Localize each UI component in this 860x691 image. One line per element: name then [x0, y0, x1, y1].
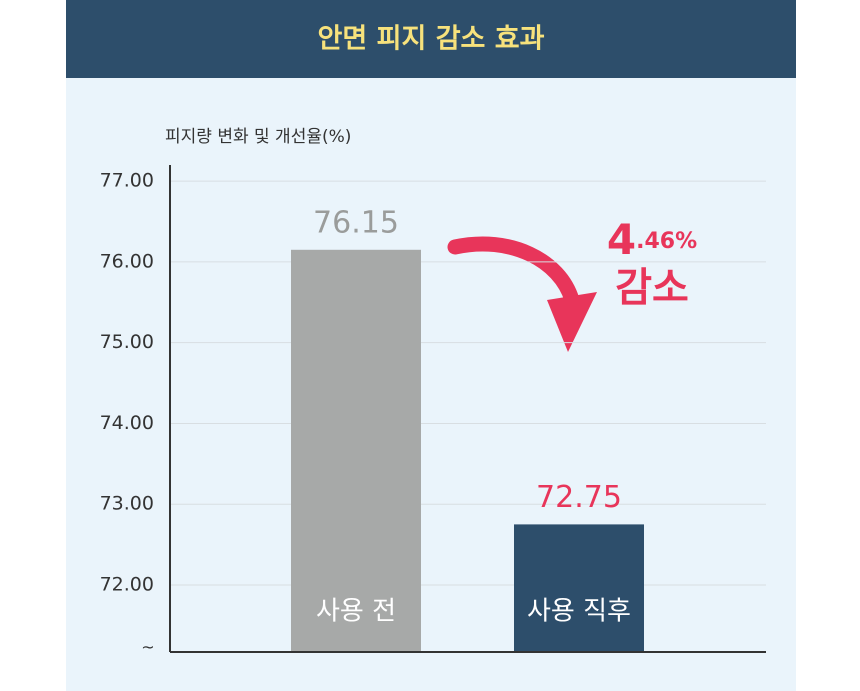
x-tick-label: 사용 전: [316, 597, 396, 627]
chart-title: 안면 피지 감소 효과: [318, 24, 545, 55]
value-label: 72.75: [536, 480, 622, 515]
panel: [66, 0, 796, 691]
y-axis-label: 피지량 변화 및 개선율(%): [165, 127, 351, 147]
annotation-value: 4.46%: [607, 215, 697, 264]
y-tick-label: 73.00: [100, 493, 154, 515]
value-label: 76.15: [313, 205, 399, 240]
y-tick-label: 75.00: [100, 331, 154, 353]
bar: [291, 249, 421, 652]
axis-break: ~: [141, 638, 154, 657]
y-tick-label: 74.00: [100, 412, 154, 434]
arrow: [447, 236, 580, 308]
header: [66, 0, 796, 78]
annotation-text: 감소: [615, 265, 689, 311]
y-tick-label: 72.00: [100, 573, 154, 595]
arrow-head: [547, 292, 597, 352]
x-tick-label: 사용 직후: [527, 597, 631, 627]
y-tick-label: 77.00: [100, 170, 154, 192]
y-tick-label: 76.00: [100, 250, 154, 272]
bar: [514, 524, 644, 652]
